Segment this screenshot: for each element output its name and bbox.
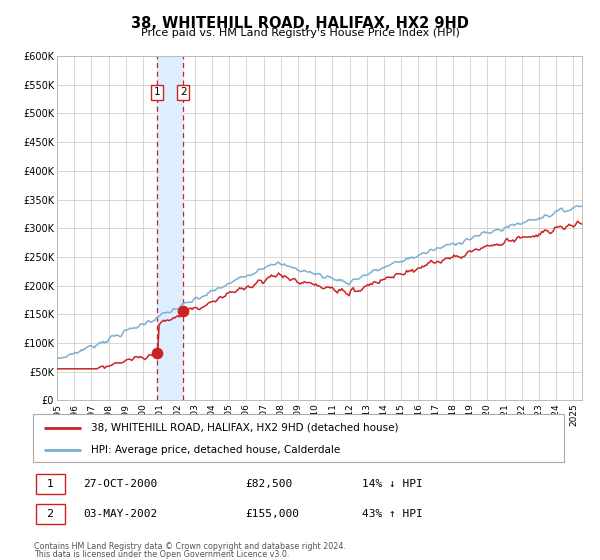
Text: 2: 2 [46,509,53,519]
Text: 03-MAY-2002: 03-MAY-2002 [83,509,158,519]
FancyBboxPatch shape [35,504,65,524]
Bar [157,56,183,400]
Text: 1: 1 [46,479,53,489]
Text: Contains HM Land Registry data © Crown copyright and database right 2024.: Contains HM Land Registry data © Crown c… [34,542,346,550]
Text: 27-OCT-2000: 27-OCT-2000 [83,479,158,489]
FancyBboxPatch shape [33,414,564,462]
Point [178,307,188,316]
Text: 38, WHITEHILL ROAD, HALIFAX, HX2 9HD (detached house): 38, WHITEHILL ROAD, HALIFAX, HX2 9HD (de… [91,423,399,433]
Text: 38, WHITEHILL ROAD, HALIFAX, HX2 9HD: 38, WHITEHILL ROAD, HALIFAX, HX2 9HD [131,16,469,31]
Text: Price paid vs. HM Land Registry's House Price Index (HPI): Price paid vs. HM Land Registry's House … [140,28,460,38]
Text: £155,000: £155,000 [245,509,299,519]
Text: 14% ↓ HPI: 14% ↓ HPI [362,479,423,489]
Point [152,348,162,357]
Text: £82,500: £82,500 [245,479,293,489]
Text: 1: 1 [154,87,160,97]
Text: 43% ↑ HPI: 43% ↑ HPI [362,509,423,519]
FancyBboxPatch shape [35,474,65,494]
Text: 2: 2 [180,87,187,97]
Text: This data is licensed under the Open Government Licence v3.0.: This data is licensed under the Open Gov… [34,550,290,559]
Text: HPI: Average price, detached house, Calderdale: HPI: Average price, detached house, Cald… [91,445,341,455]
